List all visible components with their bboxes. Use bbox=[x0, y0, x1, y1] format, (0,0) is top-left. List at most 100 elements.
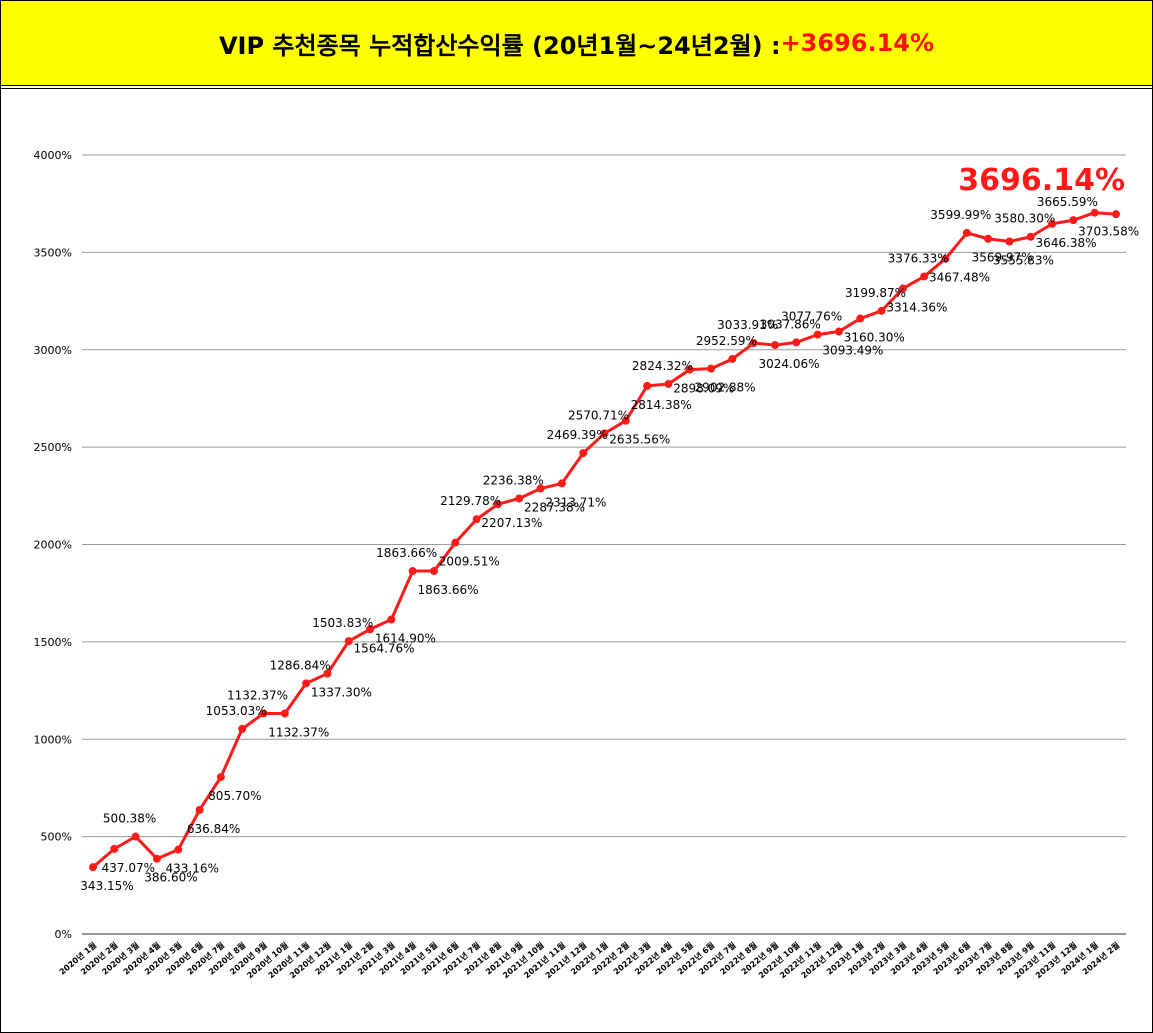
data-label: 2635.56% bbox=[609, 433, 670, 447]
data-label: 3580.30% bbox=[994, 212, 1055, 226]
data-label: 2313.71% bbox=[545, 495, 606, 509]
data-label: 636.84% bbox=[187, 822, 240, 836]
data-label: 3599.99% bbox=[930, 208, 991, 222]
series-line bbox=[92, 211, 1117, 869]
title-banner: VIP 추천종목 누적합산수익률 (20년1월~24년2월) : +3696.1… bbox=[1, 1, 1152, 86]
data-point bbox=[408, 567, 417, 576]
data-label: 3665.59% bbox=[1037, 195, 1098, 209]
y-tick-label: 3500% bbox=[34, 246, 72, 259]
y-tick-label: 3000% bbox=[34, 344, 72, 357]
data-label: 2469.39% bbox=[547, 428, 608, 442]
data-point bbox=[898, 284, 907, 293]
data-point bbox=[387, 615, 396, 624]
data-point bbox=[557, 479, 566, 488]
data-label: 1863.66% bbox=[417, 583, 478, 597]
data-label: 3314.36% bbox=[886, 301, 947, 315]
y-tick-label: 2500% bbox=[34, 441, 72, 454]
data-point bbox=[536, 484, 545, 493]
data-point bbox=[366, 625, 375, 634]
data-point bbox=[600, 429, 609, 438]
data-label: 1503.83% bbox=[312, 616, 373, 630]
data-point bbox=[472, 515, 481, 524]
data-point bbox=[941, 254, 950, 263]
data-label: 3376.33% bbox=[888, 251, 949, 265]
data-label: 433.16% bbox=[166, 862, 219, 876]
data-label: 2287.38% bbox=[524, 501, 585, 515]
data-label: 3646.38% bbox=[1036, 236, 1097, 250]
data-label: 3467.48% bbox=[929, 271, 990, 285]
data-point bbox=[728, 354, 737, 363]
data-label: 3199.87% bbox=[845, 286, 906, 300]
data-point bbox=[771, 341, 779, 350]
data-label: 2129.78% bbox=[440, 494, 501, 508]
data-point bbox=[344, 637, 353, 646]
data-point bbox=[131, 832, 140, 841]
data-point bbox=[621, 416, 630, 425]
data-point bbox=[89, 863, 97, 872]
data-label: 2570.71% bbox=[568, 408, 629, 422]
data-label: 1053.03% bbox=[206, 704, 267, 718]
data-label: 1614.90% bbox=[375, 631, 436, 645]
data-label: 2207.13% bbox=[481, 516, 542, 530]
data-label: 2902.88% bbox=[695, 381, 756, 395]
data-point bbox=[302, 679, 311, 688]
data-label: 1564.76% bbox=[354, 641, 415, 655]
data-label: 1337.30% bbox=[311, 686, 372, 700]
data-label: 3555.83% bbox=[993, 254, 1054, 268]
data-label: 1863.66% bbox=[376, 546, 437, 560]
data-point bbox=[280, 709, 289, 718]
data-label: 2236.38% bbox=[483, 473, 544, 487]
data-point bbox=[920, 272, 929, 281]
data-point bbox=[430, 567, 438, 576]
banner-divider bbox=[1, 88, 1152, 89]
banner-title: VIP 추천종목 누적합산수익률 (20년1월~24년2월) : bbox=[218, 31, 781, 60]
data-labels: 343.15% 437.07% 500.38% 386.60%433.16% 636.8… bbox=[80, 195, 1139, 893]
data-label: 2824.32% bbox=[632, 359, 693, 373]
y-tick-label: 500% bbox=[41, 831, 72, 844]
gridlines bbox=[82, 154, 1126, 935]
y-tick-label: 1500% bbox=[34, 636, 72, 649]
data-point bbox=[1090, 208, 1099, 217]
series-points bbox=[89, 208, 1120, 872]
data-label: 3033.91% bbox=[717, 318, 778, 332]
data-point bbox=[259, 709, 268, 718]
data-point bbox=[152, 854, 161, 863]
data-point bbox=[962, 228, 971, 237]
data-point bbox=[493, 500, 502, 509]
y-tick-label: 4000% bbox=[34, 149, 72, 162]
data-label: 3703.58% bbox=[1078, 225, 1139, 239]
data-label: 1286.84% bbox=[270, 658, 331, 672]
data-point bbox=[856, 314, 865, 323]
y-tick-label: 0% bbox=[55, 928, 72, 941]
data-label: 2952.59% bbox=[696, 334, 757, 348]
data-label: 3037.86% bbox=[760, 317, 821, 331]
data-point bbox=[685, 365, 694, 374]
data-point bbox=[451, 538, 460, 547]
data-label: 805.70% bbox=[208, 789, 261, 803]
y-tick-label: 2000% bbox=[34, 539, 72, 552]
data-label: 343.15% bbox=[80, 879, 133, 893]
data-point bbox=[110, 844, 119, 853]
banner-title-highlight: +3696.14% bbox=[780, 29, 935, 57]
data-point bbox=[1112, 210, 1120, 219]
data-point bbox=[643, 381, 652, 390]
highlight-value-label: 3696.14% bbox=[958, 163, 1125, 198]
data-label: 3160.30% bbox=[844, 331, 905, 345]
data-point bbox=[792, 338, 801, 347]
data-point bbox=[195, 805, 204, 814]
data-point bbox=[877, 306, 886, 315]
data-label: 3024.06% bbox=[758, 357, 819, 371]
data-label: 3093.49% bbox=[822, 344, 883, 358]
data-point bbox=[216, 773, 225, 782]
data-label: 2009.51% bbox=[439, 555, 500, 569]
data-point bbox=[1048, 219, 1057, 228]
data-point bbox=[749, 339, 758, 348]
data-point bbox=[174, 845, 183, 854]
data-point bbox=[664, 379, 673, 388]
data-label: 2898.09% bbox=[673, 382, 734, 396]
data-point bbox=[984, 234, 993, 243]
data-label: 3569.97% bbox=[972, 251, 1033, 265]
data-point bbox=[238, 724, 247, 733]
